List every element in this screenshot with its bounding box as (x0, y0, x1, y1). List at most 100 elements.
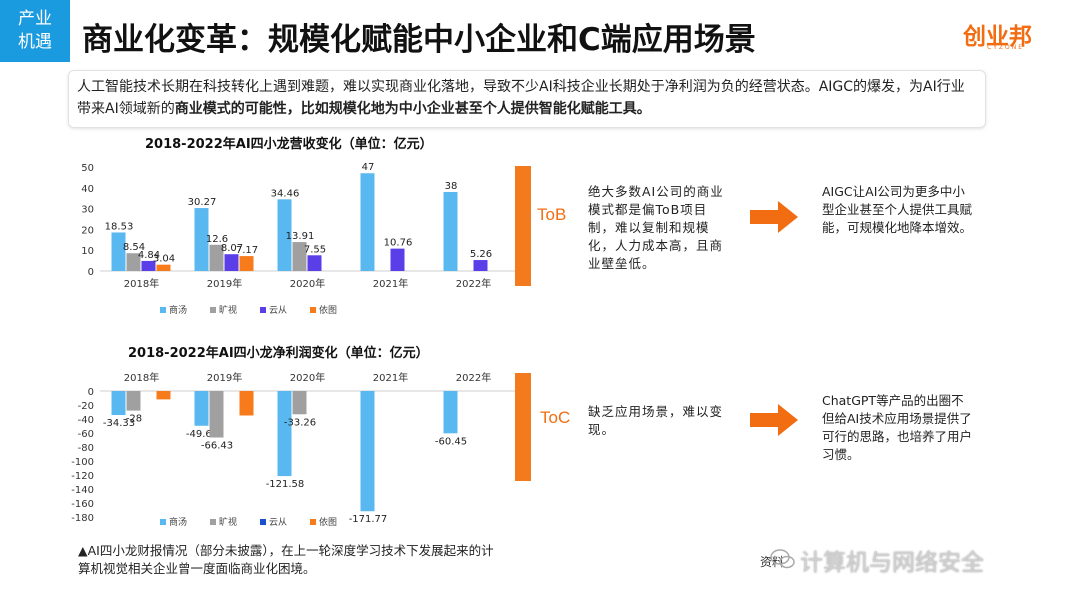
legend-swatch (310, 519, 316, 525)
y-tick-label: 0 (88, 387, 94, 398)
x-tick-label: 2022年 (456, 371, 491, 384)
profit-chart: 0 -20 -40 -60 -80 -100 -120 -140 -160 -180 2018年 -3… (71, 371, 515, 528)
section-tag-line-2: 机遇 (18, 32, 52, 52)
y-tick-label: -100 (71, 457, 94, 468)
data-label: -121.58 (266, 479, 305, 490)
data-label: -60.45 (435, 436, 467, 447)
legend-label: 云从 (269, 305, 287, 316)
tob-arrow-icon (750, 201, 798, 233)
bar (360, 391, 375, 512)
bar (360, 173, 375, 271)
data-label: -34.33 (103, 418, 135, 429)
legend-swatch (160, 307, 166, 313)
legend-label: 旷视 (219, 516, 237, 528)
data-label: 4.84 (138, 250, 160, 261)
y-tick-label: 40 (81, 184, 94, 195)
tob-label: ToB (537, 205, 567, 224)
legend-swatch (260, 519, 266, 525)
bar (156, 391, 171, 400)
tob-result: AIGC让AI公司为更多中小型企业甚至个人提供工具赋能，可规模化地降本增效。 (822, 184, 973, 235)
legend-label: 旷视 (219, 304, 237, 316)
legend-label: 商汤 (169, 516, 187, 528)
data-label: 47 (362, 162, 375, 173)
bar (209, 391, 224, 438)
data-label: 12.6 (206, 234, 228, 245)
tob-bar (515, 166, 531, 286)
x-tick-label: 2022年 (456, 277, 491, 290)
y-tick-label: 30 (81, 205, 94, 216)
bar (239, 256, 254, 271)
bar (292, 391, 307, 415)
toc-desc: 缺乏应用场景，难以变现。 (588, 404, 724, 437)
brand-logo: 创业邦 (963, 24, 1032, 50)
toc-label: ToC (540, 408, 571, 427)
y-tick-label: 50 (81, 163, 94, 174)
x-tick-label: 2021年 (373, 277, 408, 290)
intro-text: 人工智能技术长期在科技转化上遇到难题，难以实现商业化落地，导致不少AI科技企业长… (77, 79, 965, 117)
legend-label: 依图 (319, 516, 337, 528)
chart-footnote: ▲AI四小龙财报情况（部分未披露），在上一轮深度学习技术下发展起来的计算机视觉相… (78, 543, 494, 576)
bar (126, 253, 141, 271)
bar (443, 391, 458, 434)
bar (307, 255, 322, 271)
y-tick-label: 0 (88, 267, 94, 278)
bar (277, 391, 292, 477)
y-tick-label: -140 (71, 485, 94, 496)
bar (194, 391, 209, 426)
y-tick-label: -20 (78, 401, 94, 412)
bar (111, 232, 126, 271)
data-label: 34.46 (271, 188, 300, 199)
data-label: -66.43 (201, 441, 233, 452)
data-label: 7.55 (304, 244, 326, 255)
bar (443, 191, 458, 271)
legend-swatch (160, 519, 166, 525)
legend-swatch (310, 307, 316, 313)
data-label: -28 (126, 414, 142, 425)
x-tick-label: 2018年 (124, 277, 159, 290)
legend-label: 依图 (319, 304, 337, 316)
x-tick-label: 2018年 (124, 371, 159, 384)
data-label: 5.26 (470, 249, 492, 260)
bar (224, 254, 239, 271)
intro-box: 人工智能技术长期在科技转化上遇到难题，难以实现商业化落地，导致不少AI科技企业长… (68, 70, 986, 128)
source-label: 资料 (760, 555, 785, 569)
x-tick-label: 2019年 (207, 277, 242, 290)
x-tick-label: 2020年 (290, 277, 325, 290)
section-tag: 产业 机遇 (0, 0, 70, 62)
data-label: -49.68 (186, 429, 218, 440)
y-tick-label: -60 (78, 429, 94, 440)
data-label: 30.27 (188, 197, 217, 208)
bar (292, 242, 307, 271)
bar (141, 260, 156, 271)
bar (239, 391, 254, 416)
legend-swatch (260, 307, 266, 313)
x-tick-label: 2020年 (290, 371, 325, 384)
revenue-chart: 0 10 20 30 40 50 2018年 18.53 8.544.843.04 2019年 30… (81, 162, 515, 316)
data-label: 18.53 (105, 221, 134, 232)
bar (194, 208, 209, 271)
y-tick-label: 10 (81, 246, 94, 257)
x-tick-label: 2021年 (373, 371, 408, 384)
intro-text-bold: 商业模式的可能性，比如规模化地为中小企业甚至个人提供智能化赋能工具。 (174, 101, 651, 117)
legend-label: 云从 (269, 517, 287, 528)
data-label: 3.04 (153, 254, 175, 265)
data-label: -33.26 (284, 417, 316, 428)
x-tick-label: 2019年 (207, 371, 242, 384)
data-label: 10.76 (384, 238, 413, 249)
data-label: 13.91 (286, 231, 315, 242)
y-tick-label: 20 (81, 225, 94, 236)
data-label: 7.17 (236, 245, 258, 256)
bar (390, 248, 405, 271)
bar (209, 244, 224, 271)
toc-result: ChatGPT等产品的出圈不但给AI技术应用场景提供了可行的思路，也培养了用户习… (822, 393, 973, 462)
wechat-icon (770, 549, 795, 569)
legend-label: 商汤 (169, 304, 187, 316)
toc-arrow-icon (750, 404, 798, 436)
data-label: -171.77 (349, 514, 388, 525)
legend-swatch (210, 307, 216, 313)
y-tick-label: -80 (78, 443, 94, 454)
bar (156, 264, 171, 271)
bar (126, 391, 141, 411)
bar (277, 199, 292, 271)
data-label: 8.07 (221, 243, 243, 254)
